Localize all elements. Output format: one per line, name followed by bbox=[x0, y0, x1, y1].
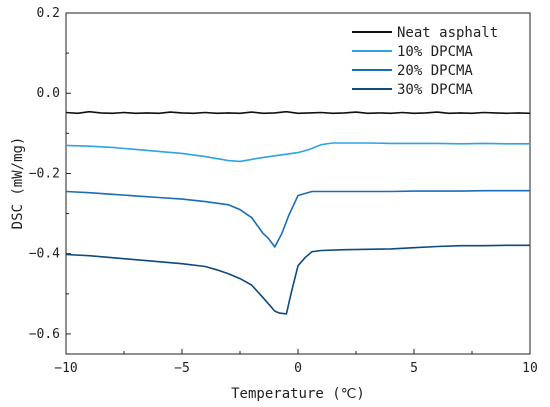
x-tick-label: 5 bbox=[410, 361, 418, 376]
legend: Neat asphalt 10% DPCMA 20% DPCMA 30% DPCMA bbox=[352, 25, 498, 98]
y-ticks: −0.6 −0.4 −0.2 0.0 0.2 bbox=[29, 6, 71, 342]
x-tick-label: 0 bbox=[294, 361, 302, 376]
y-tick-label: 0.2 bbox=[37, 6, 60, 21]
series-line-4 bbox=[65, 244, 530, 315]
legend-label: 30% DPCMA bbox=[397, 82, 473, 98]
x-tick-label: −10 bbox=[54, 361, 77, 376]
legend-label: 10% DPCMA bbox=[397, 44, 473, 60]
y-axis-title: DSC (mW/mg) bbox=[10, 137, 26, 230]
legend-label: 20% DPCMA bbox=[397, 63, 473, 79]
y-tick-label: −0.2 bbox=[29, 166, 60, 181]
x-tick-label: 10 bbox=[522, 361, 538, 376]
legend-label: Neat asphalt bbox=[397, 25, 498, 41]
series-line-1 bbox=[65, 110, 531, 115]
y-tick-label: −0.6 bbox=[29, 327, 60, 342]
x-ticks: −10 −5 0 5 10 bbox=[54, 349, 538, 376]
y-tick-label: −0.4 bbox=[29, 247, 60, 262]
series-line-2 bbox=[65, 142, 530, 163]
x-axis-title: Temperature (℃) bbox=[231, 386, 365, 402]
y-tick-label: 0.0 bbox=[37, 86, 60, 101]
series-layer bbox=[65, 110, 531, 315]
series-line-3 bbox=[65, 189, 530, 249]
x-tick-label: −5 bbox=[174, 361, 190, 376]
